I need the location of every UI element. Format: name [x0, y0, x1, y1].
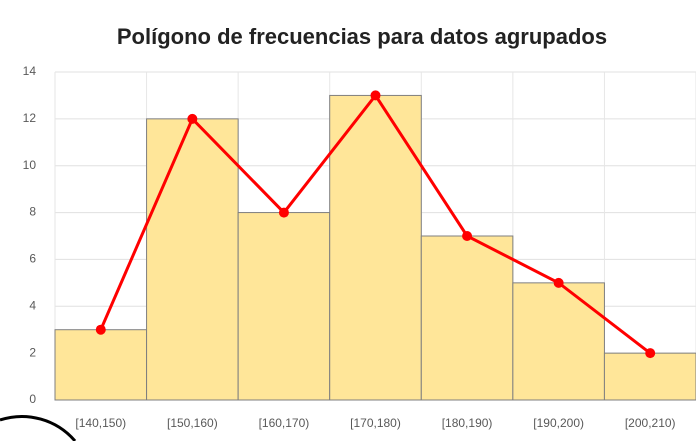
line-point: [278, 207, 289, 218]
bar: [54, 329, 148, 401]
x-tick-label: [160,170): [259, 416, 310, 430]
y-tick-label: 6: [29, 252, 36, 266]
y-tick-label: 10: [23, 158, 37, 172]
line-point: [553, 277, 564, 288]
bar: [420, 235, 514, 401]
line-point: [95, 324, 106, 335]
y-tick-label: 2: [29, 345, 36, 359]
y-tick-label: 12: [23, 111, 37, 125]
x-tick-label: [150,160): [167, 416, 218, 430]
bar: [146, 118, 239, 401]
chart-title: Polígono de frecuencias para datos agrup…: [117, 24, 607, 49]
line-point: [370, 90, 381, 101]
x-tick-label: [170,180): [350, 416, 401, 430]
y-tick-label: 14: [23, 64, 37, 78]
line-point: [462, 231, 473, 241]
x-tick-label: [190,200): [533, 416, 584, 430]
bar: [237, 212, 331, 401]
y-tick-label: 0: [29, 392, 36, 406]
bar: [603, 352, 696, 401]
x-tick-label: [180,190): [442, 416, 493, 430]
line-point: [645, 348, 656, 359]
x-tick-label: [200,210): [625, 416, 676, 430]
line-point: [187, 113, 198, 124]
bar: [329, 94, 422, 401]
y-tick-label: 8: [29, 205, 36, 219]
marks: [54, 90, 696, 401]
x-tick-label: [140,150): [75, 416, 126, 430]
bar: [512, 282, 605, 401]
y-tick-label: 4: [29, 298, 36, 312]
decoration-arc: [0, 415, 77, 441]
